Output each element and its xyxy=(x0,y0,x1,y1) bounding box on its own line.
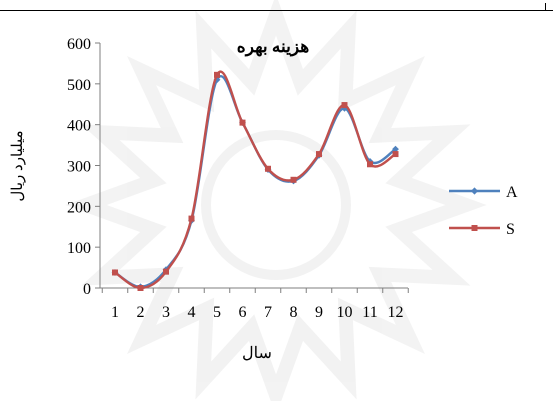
legend-label: S xyxy=(506,221,515,238)
y-tick-label: 0 xyxy=(83,281,91,298)
legend-label: A xyxy=(506,184,518,201)
data-point-S xyxy=(214,71,220,78)
data-point-S xyxy=(137,285,144,291)
data-point-S xyxy=(239,119,246,126)
x-tick-label: 10 xyxy=(337,304,353,321)
data-point-S xyxy=(316,151,322,158)
y-tick-label: 200 xyxy=(67,199,91,216)
x-tick-label: 8 xyxy=(290,304,298,321)
watermark-rosette xyxy=(65,0,487,406)
legend-item-A: A xyxy=(449,184,518,201)
data-point-S xyxy=(188,215,195,222)
y-axis-ticks: 0 100 200 300 400 500 600 xyxy=(67,36,100,298)
y-tick-label: 500 xyxy=(67,77,91,94)
legend-marker xyxy=(471,225,478,231)
chart-title: هزینه بهره xyxy=(237,37,309,57)
top-rule xyxy=(0,10,553,11)
y-tick-label: 100 xyxy=(67,240,91,257)
x-axis-label: سال xyxy=(242,345,272,362)
x-tick-label: 2 xyxy=(137,304,145,321)
legend-marker xyxy=(470,187,479,195)
data-point-S xyxy=(163,268,169,275)
series-S xyxy=(112,70,399,291)
data-point-S xyxy=(290,176,297,183)
x-tick-label: 12 xyxy=(388,304,404,321)
watermark-ring xyxy=(201,130,351,280)
legend: AS xyxy=(449,184,518,238)
x-tick-label: 4 xyxy=(188,304,196,321)
legend-item-S: S xyxy=(449,221,515,238)
data-point-A xyxy=(341,104,348,112)
y-tick-label: 400 xyxy=(67,118,91,135)
x-tick-label: 5 xyxy=(213,304,221,321)
series-layer xyxy=(111,70,399,291)
x-tick-label: 9 xyxy=(315,304,323,321)
x-axis-ticks: 1 2 3 4 5 6 7 8 9 10 11 12 xyxy=(101,288,409,321)
data-point-S xyxy=(367,161,373,168)
y-tick-label: 300 xyxy=(67,159,91,176)
corner-tick xyxy=(545,3,546,11)
data-point-S xyxy=(392,151,399,158)
x-tick-label: 11 xyxy=(362,304,377,321)
data-point-A xyxy=(392,145,399,153)
data-point-S xyxy=(112,269,118,276)
data-point-S xyxy=(341,102,348,109)
x-tick-label: 3 xyxy=(162,304,170,321)
watermark-star xyxy=(65,0,487,406)
y-axis-label: میلیارد ریال xyxy=(10,130,26,201)
y-tick-label: 600 xyxy=(67,36,91,53)
x-tick-label: 1 xyxy=(111,304,119,321)
data-point-S xyxy=(265,165,271,172)
x-tick-label: 7 xyxy=(264,304,272,321)
x-tick-label: 6 xyxy=(239,304,247,321)
